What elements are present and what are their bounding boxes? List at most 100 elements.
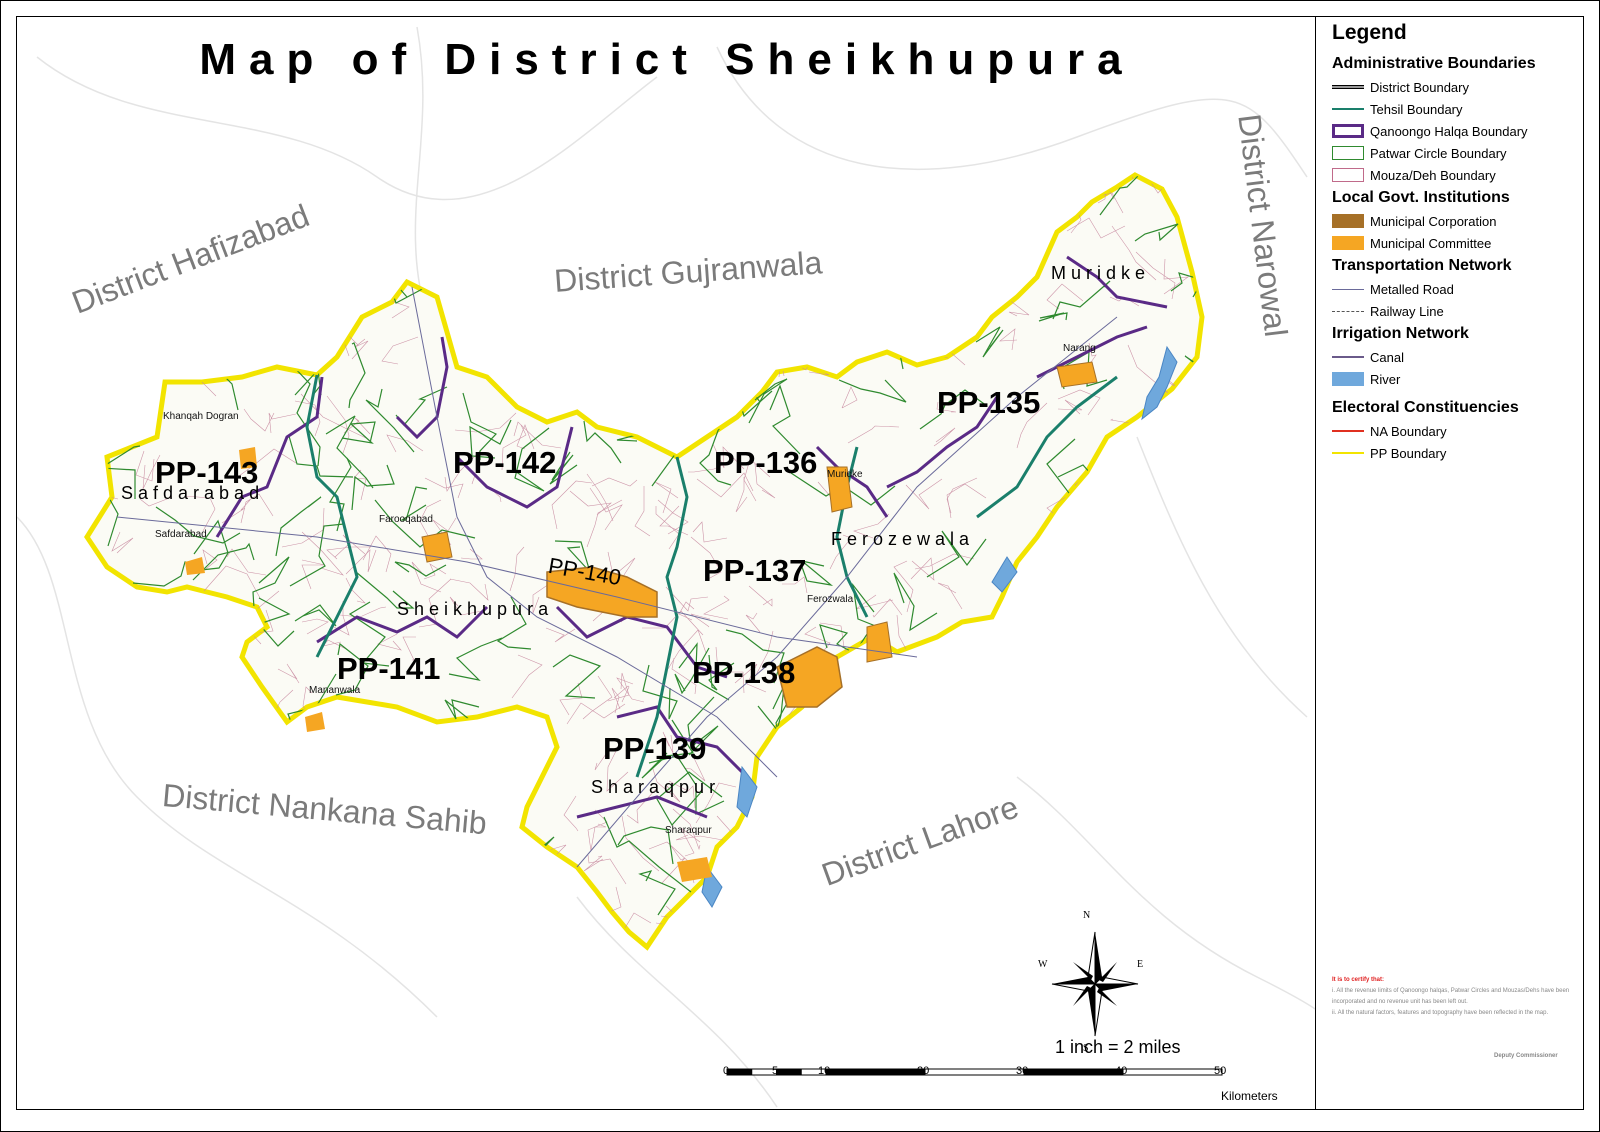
scale-unit: Kilometers — [1221, 1089, 1278, 1103]
legend-lgi-heading: Local Govt. Institutions — [1332, 189, 1510, 206]
pp-141: PP-141 — [337, 651, 441, 686]
scale-tick-50: 50 — [1214, 1065, 1227, 1077]
patwar-swatch — [1332, 146, 1364, 160]
legend-district-label: District Boundary — [1370, 79, 1469, 95]
legend-tehsil: Tehsil Boundary — [1332, 100, 1463, 118]
scale-segment — [924, 1068, 1025, 1076]
committee-swatch — [1332, 236, 1364, 250]
tehsil-boundaries — [305, 374, 1118, 778]
pp-135: PP-135 — [937, 385, 1041, 420]
certificate-line-2: ii. All the natural factors, features an… — [1332, 1010, 1549, 1016]
tehsil-safdarabad: Safdarabad — [121, 483, 265, 503]
signature-label: Deputy Commissioner — [1494, 1053, 1558, 1059]
map-title: Map of District Sheikhupura — [199, 35, 1135, 84]
legend-road-label: Metalled Road — [1370, 281, 1454, 297]
district-boundary — [84, 172, 1205, 951]
scale-tick-20: 20 — [917, 1065, 930, 1077]
river-swatch — [1332, 372, 1364, 386]
tehsil-ferozewala: Ferozewala — [831, 529, 975, 549]
town-ferozwala: Ferozwala — [807, 594, 854, 605]
tehsil-muridke: Muridke — [1051, 263, 1151, 283]
pp-swatch — [1332, 452, 1364, 454]
legend-committee-label: Municipal Committee — [1370, 235, 1492, 251]
legend-transport-heading: Transportation Network — [1332, 257, 1512, 274]
town-muridke: Muridke — [827, 469, 863, 480]
legend-admin-heading: Administrative Boundaries — [1332, 55, 1536, 72]
scale-segment — [825, 1068, 926, 1076]
scale-bar — [726, 1068, 1223, 1076]
map-panel: Map of District Sheikhupura District Haf… — [16, 16, 1316, 1110]
legend-panel: Legend Administrative Boundaries Distric… — [1316, 16, 1584, 1110]
pp-136: PP-136 — [714, 445, 818, 480]
legend-canal-label: Canal — [1370, 349, 1404, 365]
legend-district: District Boundary — [1332, 78, 1469, 96]
legend-na: NA Boundary — [1332, 422, 1447, 440]
town-khanqah-dogran: Khanqah Dogran — [163, 411, 239, 422]
legend-river: River — [1332, 370, 1400, 388]
certificate-line-1: i. All the revenue limits of Qanoongo ha… — [1332, 988, 1570, 1005]
legend-committee: Municipal Committee — [1332, 234, 1491, 252]
district-map[interactable] — [17, 17, 1316, 1110]
legend-tehsil-label: Tehsil Boundary — [1370, 101, 1463, 117]
urban-areas — [185, 361, 1098, 882]
legend-mouza-label: Mouza/Deh Boundary — [1370, 167, 1496, 183]
scale-segment — [1122, 1068, 1223, 1076]
scale-segment — [726, 1068, 753, 1076]
pp-143: PP-143 — [155, 455, 259, 490]
pp-137: PP-137 — [703, 553, 807, 588]
legend-pp-label: PP Boundary — [1370, 445, 1447, 461]
certificate: It is to certify that: i. All the revenu… — [1332, 975, 1582, 1019]
qanoongo-boundaries — [215, 255, 1168, 819]
pp-142: PP-142 — [453, 445, 557, 480]
scale-tick-30: 30 — [1016, 1065, 1029, 1077]
pp-138: PP-138 — [692, 655, 796, 690]
legend-corporation: Municipal Corporation — [1332, 212, 1496, 230]
scale-segment — [776, 1068, 802, 1076]
legend-canal: Canal — [1332, 348, 1404, 366]
legend-patwar: Patwar Circle Boundary — [1332, 144, 1507, 162]
district-boundary-swatch — [1332, 85, 1364, 89]
scale-tick-10: 10 — [818, 1065, 831, 1077]
scale-tick-0: 0 — [723, 1065, 730, 1077]
tehsil-sharaqpur: Sharaqpur — [591, 777, 721, 797]
town-safdarabad: Safdarabad — [155, 529, 207, 540]
legend-river-label: River — [1370, 371, 1401, 387]
corporation-swatch — [1332, 214, 1364, 228]
legend-electoral-heading: Electoral Constituencies — [1332, 399, 1519, 416]
legend-railway: Railway Line — [1332, 302, 1444, 320]
legend-na-label: NA Boundary — [1370, 423, 1447, 439]
tehsil-sheikhupura: Sheikhupura — [397, 599, 554, 619]
town-mananwala: Mananwala — [309, 685, 361, 696]
tehsil-boundary-swatch — [1332, 108, 1364, 110]
town-sharaqpur: Sharaqpur — [665, 825, 712, 836]
legend-qanoongo: Qanoongo Halqa Boundary — [1332, 122, 1528, 140]
compass-w: W — [1038, 959, 1048, 970]
neighbor-boundaries — [17, 26, 1315, 1108]
scale-tick-40: 40 — [1115, 1065, 1128, 1077]
legend-patwar-label: Patwar Circle Boundary — [1370, 145, 1507, 161]
legend-road: Metalled Road — [1332, 280, 1454, 298]
roads — [116, 286, 1118, 868]
certificate-heading: It is to certify that: — [1332, 977, 1385, 983]
na-swatch — [1332, 430, 1364, 432]
qanoongo-swatch — [1332, 124, 1364, 138]
town-narang: Narang — [1063, 343, 1096, 354]
legend-railway-label: Railway Line — [1370, 303, 1444, 319]
legend-irrigation-heading: Irrigation Network — [1332, 325, 1469, 342]
canal-swatch — [1332, 356, 1364, 358]
town-farooqabad: Farooqabad — [379, 514, 433, 525]
compass-e: E — [1137, 959, 1144, 970]
legend-pp: PP Boundary — [1332, 444, 1446, 462]
mouza-swatch — [1332, 168, 1364, 182]
compass-s: S — [1083, 1043, 1089, 1054]
legend-mouza: Mouza/Deh Boundary — [1332, 166, 1496, 184]
compass-rose — [1051, 931, 1139, 1037]
scale-segment — [1023, 1068, 1124, 1076]
legend-title: Legend — [1332, 21, 1407, 44]
scale-ratio-label: 1 inch = 2 miles — [1055, 1037, 1181, 1057]
legend-qanoongo-label: Qanoongo Halqa Boundary — [1370, 123, 1528, 139]
railway-swatch — [1332, 310, 1364, 312]
pp-139: PP-139 — [603, 731, 707, 766]
scale-tick-5: 5 — [772, 1065, 779, 1077]
compass-n: N — [1083, 910, 1091, 921]
